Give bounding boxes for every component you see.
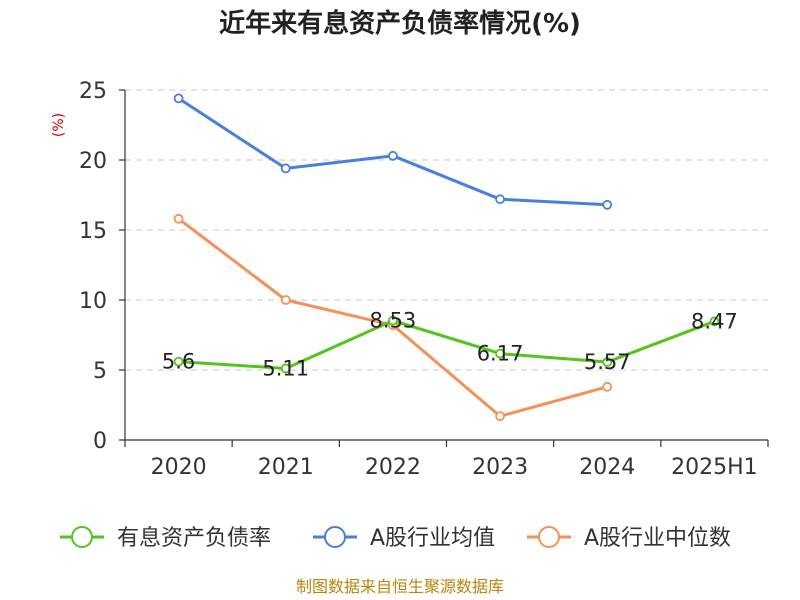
x-tick-label: 2025H1 [671,455,758,480]
legend-label: A股行业中位数 [584,526,731,551]
y-tick-label: 25 [79,79,107,104]
series-layer [173,93,720,422]
data-point[interactable] [495,194,505,205]
data-point[interactable] [602,357,613,367]
y-tick-label: 10 [79,289,107,314]
y-tick-label: 5 [93,359,107,384]
legend-label: 有息资产负债率 [117,526,271,551]
data-label: 6.17 [477,342,524,366]
data-label: 5.6 [162,350,195,374]
y-tick-label: 20 [79,149,107,174]
data-point[interactable] [388,150,398,161]
legend-label: A股行业均值 [370,526,495,551]
x-tick-label: 2021 [258,455,314,480]
legend-marker [324,526,346,548]
data-point[interactable] [709,316,720,327]
y-axis-label: (%) [51,113,67,137]
legend-item-1[interactable]: A股行业均值 [313,526,495,551]
series-1 [173,93,613,210]
data-point[interactable] [280,363,291,374]
series-line [178,319,715,370]
chart-title: 近年来有息资产负债率情况(%) [219,8,581,39]
data-point[interactable] [495,411,505,422]
x-tick-label: 2024 [579,455,635,480]
x-tick-label: 2023 [472,455,528,480]
data-label: 8.47 [691,309,738,333]
data-point[interactable] [602,381,613,392]
source-text: 制图数据来自恒生聚源数据库 [296,577,504,596]
data-label: 5.11 [262,356,309,380]
axes: 0 5 10 15 20 25 2020 2021 2022 2023 2024 2025H1 [79,79,769,480]
legend-marker [71,526,93,548]
data-point[interactable] [495,348,505,359]
legend-marker [538,526,560,548]
data-point[interactable] [280,295,291,305]
grid-lines [125,89,768,371]
data-point[interactable] [173,93,184,104]
y-tick-label: 0 [93,429,107,454]
data-point[interactable] [173,213,184,224]
legend-item-2[interactable]: A股行业中位数 [527,526,731,551]
data-point[interactable] [280,163,291,174]
x-tick-label: 2020 [151,455,207,480]
data-point[interactable] [388,315,398,326]
data-point[interactable] [602,199,613,210]
x-tick-label: 2022 [365,455,421,480]
legend-item-0[interactable]: 有息资产负债率 [60,526,271,551]
data-label: 8.53 [370,309,417,333]
data-labels: 5.6 5.11 8.53 6.17 5.57 8.47 [162,309,738,381]
data-label: 5.57 [584,350,631,374]
data-point[interactable] [173,356,184,367]
legend[interactable]: 有息资产负债率 A股行业均值 A股行业中位数 [60,526,731,551]
series-0 [173,315,720,374]
y-tick-label: 15 [79,219,107,244]
